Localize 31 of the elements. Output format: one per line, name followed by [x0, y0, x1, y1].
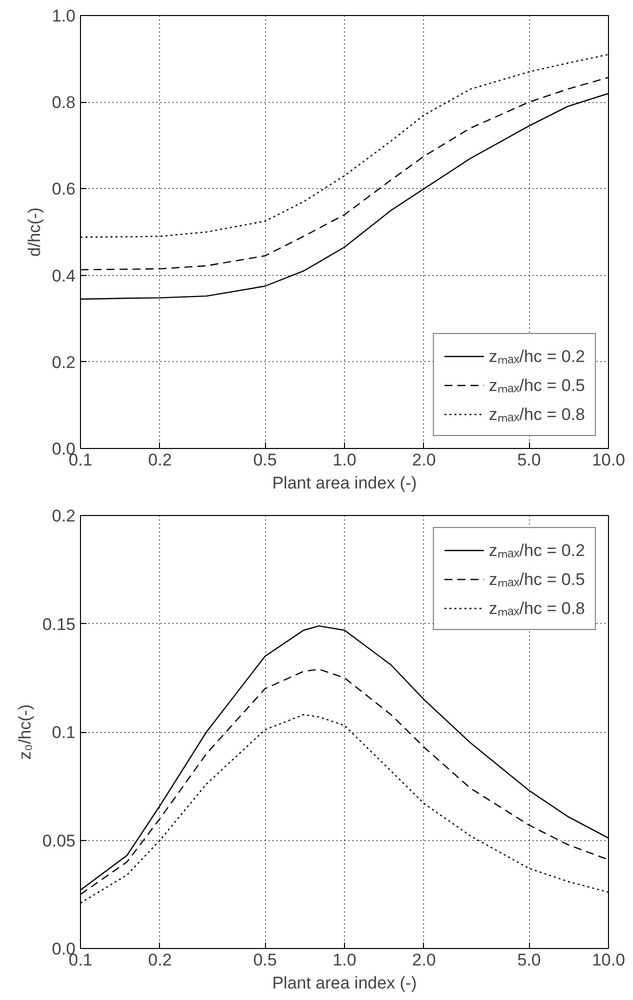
y-tick-label: 0.2	[52, 352, 76, 372]
legend-label: zₘₐₓ/hc = 0.2	[488, 346, 585, 367]
x-tick-label: 0.5	[253, 450, 277, 470]
x-tick-label: 5.0	[517, 950, 541, 970]
legend-label: zₘₐₓ/hc = 0.8	[488, 404, 585, 425]
legend-label: zₘₐₓ/hc = 0.5	[488, 375, 585, 396]
x-axis-title: Plant area index (-)	[272, 974, 417, 992]
x-tick-label: 1.0	[332, 950, 356, 970]
y-axis-title: d/hc(-)	[24, 207, 44, 257]
legend-label: zₘₐₓ/hc = 0.2	[488, 540, 585, 561]
x-tick-label: 0.2	[148, 450, 172, 470]
y-tick-label: 1.0	[52, 6, 76, 26]
x-tick-label: 1.0	[332, 450, 356, 470]
legend-label: zₘₐₓ/hc = 0.5	[488, 569, 585, 590]
x-tick-label: 0.2	[148, 950, 172, 970]
y-tick-label: 0.1	[52, 723, 76, 742]
legend-label: zₘₐₓ/hc = 0.8	[488, 598, 585, 619]
x-tick-label: 2.0	[412, 450, 436, 470]
x-tick-label: 0.5	[253, 950, 277, 970]
x-tick-label: 2.0	[412, 950, 436, 970]
y-axis-title: z₀/hc(-)	[15, 704, 34, 760]
y-tick-label: 0.2	[52, 506, 76, 526]
y-tick-label: 0.05	[42, 831, 76, 850]
x-tick-label: 10.0	[592, 950, 626, 970]
x-axis-title: Plant area index (-)	[272, 474, 417, 492]
x-tick-label: 5.0	[517, 450, 541, 470]
x-tick-label: 10.0	[592, 450, 626, 470]
y-tick-label: 0.15	[42, 614, 76, 634]
y-tick-label: 0.4	[52, 266, 76, 286]
y-tick-label: 0.6	[52, 180, 76, 199]
y-tick-label: 0.8	[52, 93, 76, 112]
